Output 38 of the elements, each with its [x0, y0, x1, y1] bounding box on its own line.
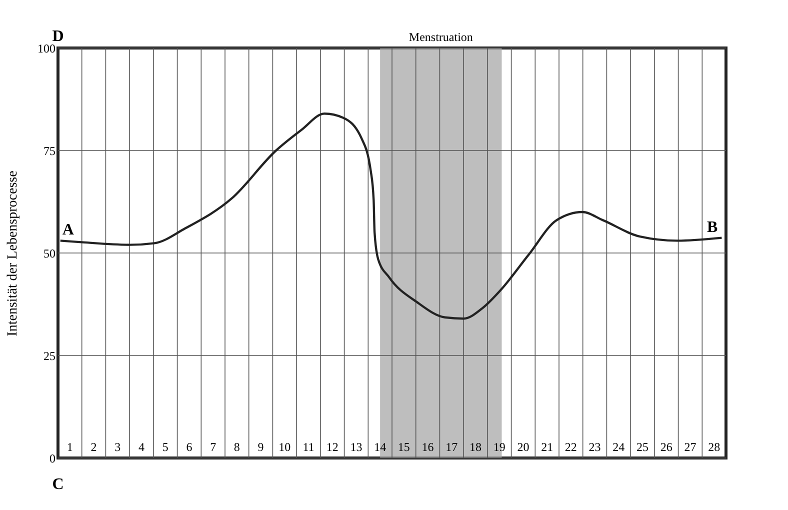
x-tick-label: 3: [114, 440, 121, 454]
x-tick-label: 28: [708, 440, 720, 454]
x-tick-label: 24: [612, 440, 625, 454]
x-tick-label: 6: [186, 440, 192, 454]
x-tick-label: 17: [446, 440, 458, 454]
x-tick-label: 5: [162, 440, 168, 454]
y-tick-label: 0: [50, 452, 56, 466]
x-tick-label: 10: [278, 440, 291, 454]
x-tick-label: 22: [564, 440, 577, 454]
x-tick-label: 20: [517, 440, 530, 454]
y-axis-title: Intensität der Lebensprocesse: [6, 170, 20, 336]
x-tick-label: 8: [234, 440, 240, 454]
x-tick-label: 4: [138, 440, 144, 454]
y-tick-label: 75: [44, 144, 56, 158]
y-tick-label: 50: [44, 246, 56, 260]
text: C: [52, 476, 64, 493]
x-tick-label: 18: [470, 440, 482, 454]
x-tick-label: 25: [636, 440, 648, 454]
x-tick-label: 14: [374, 440, 386, 454]
x-tick-label: 11: [302, 440, 314, 454]
x-tick-label: 15: [398, 440, 410, 454]
x-tick-label: 9: [258, 440, 264, 454]
annotation: B: [707, 218, 718, 236]
x-tick-label: 26: [660, 440, 672, 454]
x-tick-label: 7: [210, 440, 216, 454]
x-tick-label: 23: [588, 440, 601, 454]
x-tick-label: 13: [350, 440, 362, 454]
x-tick-label: 12: [326, 440, 338, 454]
x-tick-label: 21: [541, 440, 554, 454]
x-tick-label: 1: [66, 440, 73, 454]
line-series: [59, 112, 723, 320]
x-tick-label: 27: [684, 440, 696, 454]
x-tick-label: 19: [493, 440, 506, 454]
x-tick-label: 2: [90, 440, 97, 454]
y-tick-label: 25: [44, 349, 56, 363]
annotation: A: [62, 222, 74, 239]
x-tick-label: 16: [422, 440, 434, 454]
band-label: Menstruation: [408, 30, 473, 44]
